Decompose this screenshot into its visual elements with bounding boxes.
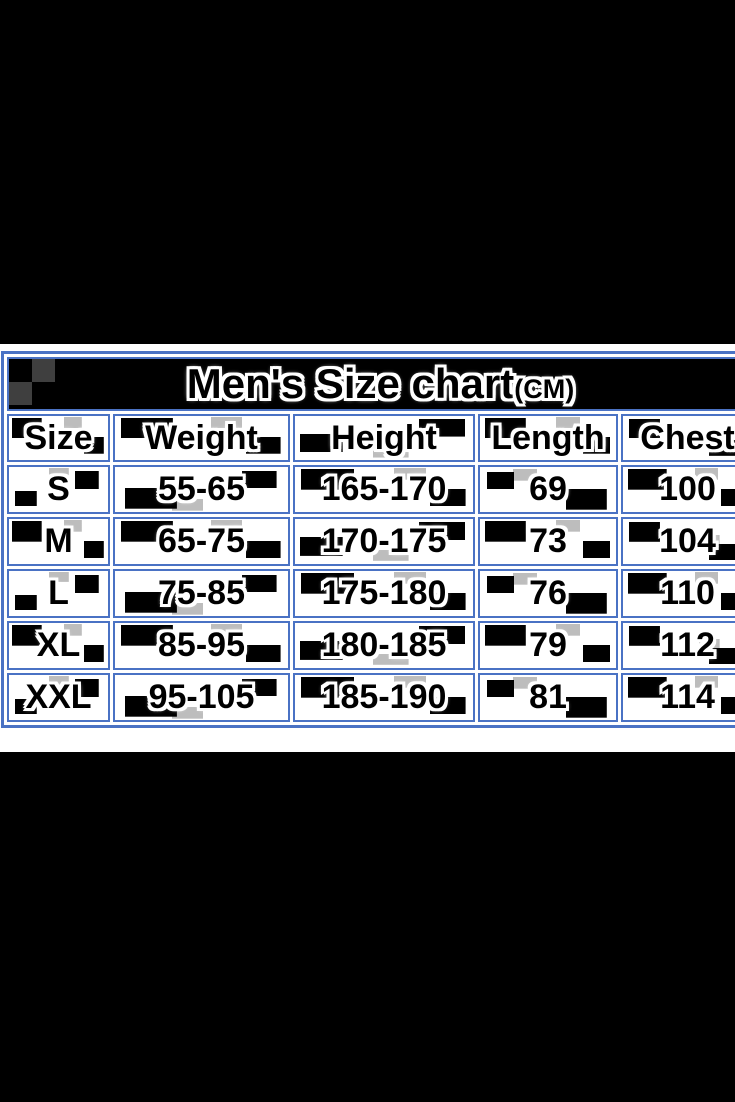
cell-length: 81 [478,673,618,722]
cell-size: M [7,517,110,566]
cell-chest: 100 [621,465,735,514]
cell-chest: 104 [621,517,735,566]
cell-weight: 85-95 [113,621,290,670]
column-header-height: Height [293,414,475,462]
cell-size: XXL [7,673,110,722]
cell-height: 185-190 [293,673,475,722]
cell-size: XL [7,621,110,670]
table-title-text: Men's Size chart [186,360,515,407]
cell-height: 165-170 [293,465,475,514]
column-header-size: Size [7,414,110,462]
cell-size: L [7,569,110,618]
cell-size: S [7,465,110,514]
size-chart-image: Men's Size chart(CM) Size Weight Height … [0,344,735,752]
column-header-weight: Weight [113,414,290,462]
table-row-xxl: XXL 95-105 185-190 81 114 [7,673,735,722]
column-header-chest: Chest [621,414,735,462]
table-row-xl: XL 85-95 180-185 79 112 [7,621,735,670]
header-row: Size Weight Height Length Chest [7,414,735,462]
cell-height: 175-180 [293,569,475,618]
table-row-s: S 55-65 165-170 69 100 [7,465,735,514]
cell-weight: 65-75 [113,517,290,566]
cell-height: 180-185 [293,621,475,670]
cell-chest: 112 [621,621,735,670]
cell-length: 79 [478,621,618,670]
table-row-l: L 75-85 175-180 76 110 [7,569,735,618]
cell-weight: 95-105 [113,673,290,722]
cell-weight: 75-85 [113,569,290,618]
column-header-length: Length [478,414,618,462]
cell-weight: 55-65 [113,465,290,514]
cell-chest: 114 [621,673,735,722]
table-title: Men's Size chart(CM) [7,357,735,411]
cell-height: 170-175 [293,517,475,566]
table-row-m: M 65-75 170-175 73 104 [7,517,735,566]
size-chart-table: Men's Size chart(CM) Size Weight Height … [1,351,735,728]
table-title-unit: (CM) [514,374,575,404]
cell-length: 76 [478,569,618,618]
cell-chest: 110 [621,569,735,618]
cell-length: 69 [478,465,618,514]
cell-length: 73 [478,517,618,566]
title-row: Men's Size chart(CM) [7,357,735,411]
